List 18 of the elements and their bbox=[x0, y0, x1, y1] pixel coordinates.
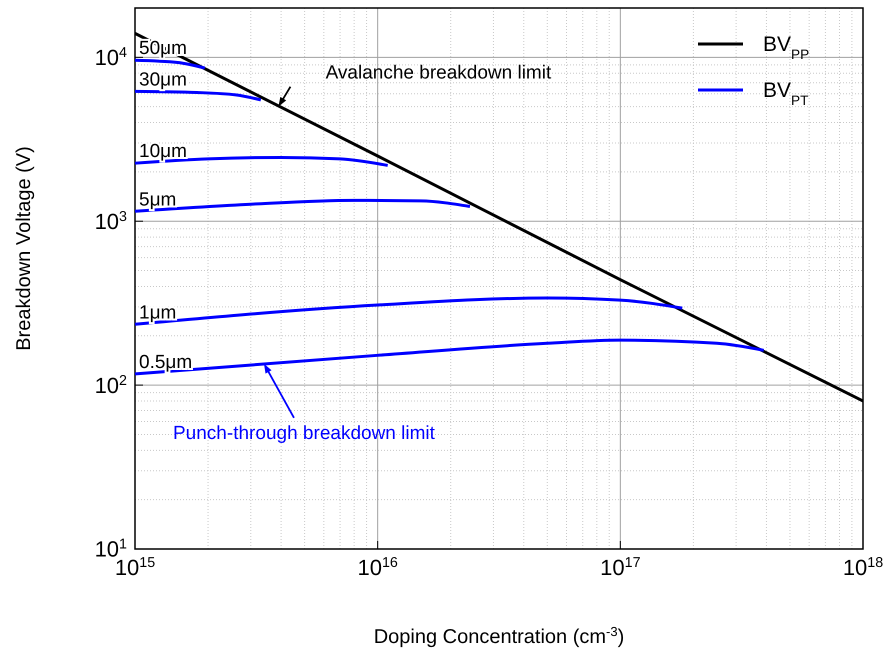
y-tick-label: 10$^{4}$ bbox=[94, 45, 128, 70]
annotation: 10μm bbox=[139, 141, 187, 162]
annotation: 30μm bbox=[139, 69, 187, 90]
x-tick-label: 10$^{15}$ bbox=[114, 555, 156, 580]
annotation: 1μm bbox=[139, 302, 176, 324]
y-axis-title: Breakdown Voltage (V) bbox=[13, 146, 35, 351]
legend-label: BV$_{PP}$ bbox=[763, 33, 810, 62]
y-tick-label: 10$^{3}$ bbox=[94, 208, 128, 234]
x-tick-label: 10$^{18}$ bbox=[842, 555, 884, 580]
x-tick-label: 10$^{16}$ bbox=[357, 555, 398, 580]
x-axis-title: Doping Concentration (cm$^{-3}$) bbox=[374, 624, 624, 648]
annotation: 0.5μm bbox=[139, 352, 192, 373]
annotation: Punch-through breakdown limit bbox=[173, 422, 436, 444]
y-tick-label: 10$^{2}$ bbox=[94, 372, 128, 398]
legend-label: BV$_{PT}$ bbox=[763, 79, 810, 108]
annotation: 5μm bbox=[139, 189, 176, 210]
annotation: Avalanche breakdown limit bbox=[326, 62, 552, 84]
x-tick-label: 10$^{17}$ bbox=[600, 555, 641, 580]
